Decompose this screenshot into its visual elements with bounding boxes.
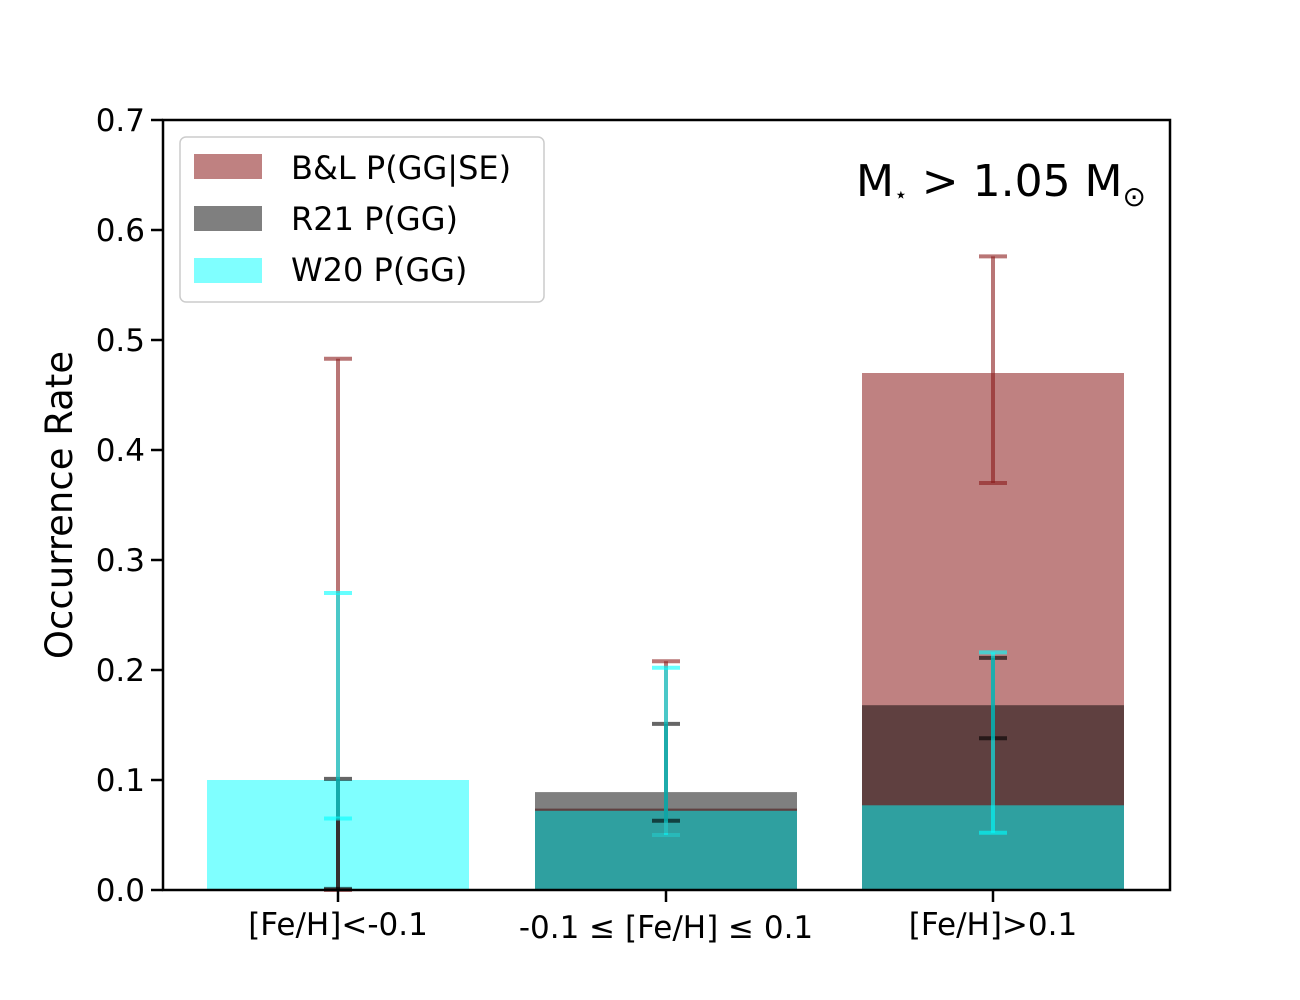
x-tick-label: [Fe/H]<-0.1 <box>248 907 428 943</box>
y-tick-label: 0.2 <box>96 653 145 689</box>
legend-swatch-r21 <box>194 206 262 231</box>
y-axis-label: Occurrence Rate <box>38 351 81 659</box>
errorbar-series2-cat2 <box>979 650 1007 835</box>
y-tick-label: 0.1 <box>96 763 145 799</box>
y-tick-label: 0.3 <box>96 543 145 579</box>
x-tick-label: -0.1 ≤ [Fe/H] ≤ 0.1 <box>519 910 813 946</box>
legend-label-bl: B&L P(GG|SE) <box>291 149 511 187</box>
error-bars-layer <box>324 254 1007 892</box>
y-axis: 0.0 0.1 0.2 0.3 0.4 0.5 0.6 0.7 <box>96 103 163 909</box>
annotation-middle: > 1.05 M <box>908 156 1123 207</box>
star-symbol: ⋆ <box>894 183 908 208</box>
y-tick-label: 0.0 <box>96 873 145 909</box>
sun-symbol: ⊙ <box>1123 180 1146 213</box>
legend-swatch-w20 <box>194 258 262 283</box>
legend-label-w20: W20 P(GG) <box>291 251 467 289</box>
legend-label-r21: R21 P(GG) <box>291 200 458 238</box>
legend: B&L P(GG|SE) R21 P(GG) W20 P(GG) <box>179 136 545 303</box>
annotation-prefix: M <box>856 156 894 207</box>
y-tick-label: 0.7 <box>96 103 145 139</box>
legend-frame <box>179 136 545 303</box>
errorbar-series0-cat2 <box>979 254 1007 485</box>
y-tick-label: 0.6 <box>96 213 145 249</box>
legend-swatch-bl <box>194 154 262 179</box>
mass-annotation: M⋆ > 1.05 M⊙ <box>856 156 1146 213</box>
y-tick-label: 0.5 <box>96 323 145 359</box>
x-tick-label: [Fe/H]>0.1 <box>909 907 1077 943</box>
x-axis: [Fe/H]<-0.1 -0.1 ≤ [Fe/H] ≤ 0.1 [Fe/H]>0.1 <box>248 890 1077 946</box>
errorbar-series2-cat0 <box>324 591 352 821</box>
y-tick-label: 0.4 <box>96 433 145 469</box>
errorbar-series2-cat1 <box>652 665 680 837</box>
